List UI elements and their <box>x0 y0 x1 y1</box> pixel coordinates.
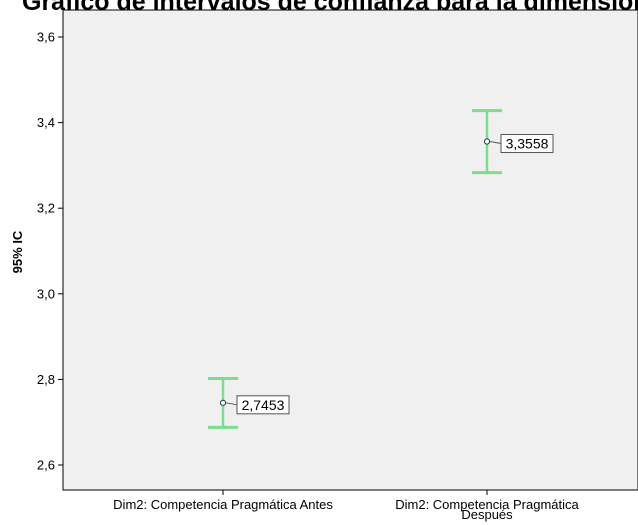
plot-area <box>62 9 638 491</box>
x-axis: Dim2: Competencia Pragmática Antes Dim2: … <box>113 490 580 522</box>
data-label-box <box>500 134 554 154</box>
data-label-leader <box>489 141 502 145</box>
mean-marker <box>219 399 227 406</box>
data-label: 3,3558 <box>506 136 549 152</box>
data-label-leader <box>225 402 238 406</box>
y-axis: 2,6 2,8 3,0 3,2 3,4 3,6 <box>37 30 63 473</box>
y-axis-title: 95% IC <box>10 230 25 273</box>
x-category-label: Dim2: Competencia Pragmática Antes <box>113 497 333 512</box>
y-tick-label: 3,6 <box>37 30 55 45</box>
data-label-box <box>236 395 290 415</box>
y-tick-label: 2,6 <box>37 458 55 473</box>
y-tick-label: 3,4 <box>37 115 55 130</box>
x-category-label: Después <box>461 507 513 522</box>
y-tick-label: 3,2 <box>37 201 55 216</box>
data-label: 2,7453 <box>242 397 285 413</box>
x-category-label: Dim2: Competencia Pragmática <box>395 497 579 512</box>
y-tick-label: 2,8 <box>37 372 55 387</box>
y-tick-label: 3,0 <box>37 286 55 301</box>
mean-marker <box>483 138 491 145</box>
error-bars: 2,7453 3,3558 <box>208 109 554 429</box>
